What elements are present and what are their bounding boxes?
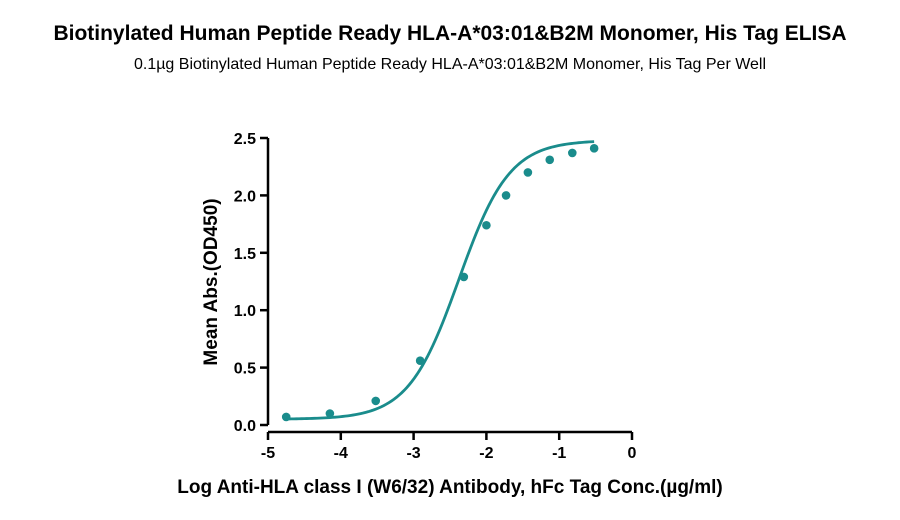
chart-subtitle: 0.1µg Biotinylated Human Peptide Ready H… bbox=[133, 56, 767, 73]
y-tick-label: 1.5 bbox=[234, 246, 256, 263]
x-axis-label: Log Anti-HLA class I (W6/32) Antibody, h… bbox=[177, 477, 722, 498]
chart-title: Biotinylated Human Peptide Ready HLA-A*0… bbox=[53, 22, 847, 45]
data-point bbox=[523, 168, 533, 177]
data-point bbox=[281, 412, 291, 422]
data-point bbox=[459, 272, 469, 282]
y-tick-label: 1.0 bbox=[234, 303, 256, 320]
y-tick-label: 0.0 bbox=[234, 418, 256, 435]
data-point bbox=[371, 396, 381, 406]
chart-axes: 0.0 0.5 1.0 1.5 2.0 2.5 -5 -4 -3 -2 -1 0 bbox=[234, 131, 637, 462]
x-tick-label: -5 bbox=[261, 445, 275, 462]
y-tick-label: 2.0 bbox=[234, 188, 256, 205]
x-tick-label: -1 bbox=[552, 445, 566, 462]
x-tick-label: -3 bbox=[406, 445, 420, 462]
y-axis-label: Mean Abs.(OD450) bbox=[201, 198, 222, 365]
x-tick-label: 0 bbox=[628, 445, 637, 462]
data-point bbox=[589, 144, 599, 153]
fit-curve-layer bbox=[286, 140, 595, 421]
data-point bbox=[501, 191, 511, 200]
data-point bbox=[482, 220, 491, 230]
fit-curve bbox=[286, 140, 595, 421]
data-point bbox=[545, 155, 555, 165]
data-points-layer bbox=[281, 144, 599, 422]
x-tick-label: -4 bbox=[334, 445, 348, 462]
y-tick-label: 0.5 bbox=[234, 361, 256, 378]
data-point bbox=[415, 356, 425, 366]
data-point bbox=[568, 148, 577, 158]
y-tick-label: 2.5 bbox=[234, 131, 256, 148]
data-point bbox=[325, 409, 335, 418]
x-tick-label: -2 bbox=[479, 445, 493, 462]
